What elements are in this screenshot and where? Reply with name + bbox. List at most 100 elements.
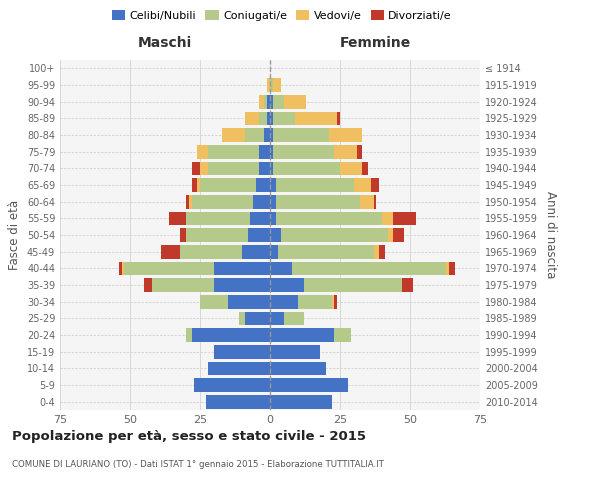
Bar: [337, 112, 340, 125]
Bar: [273, 112, 295, 125]
Bar: [214, 262, 270, 275]
Text: Popolazione per età, sesso e stato civile - 2015: Popolazione per età, sesso e stato civil…: [12, 430, 366, 443]
Bar: [371, 178, 379, 192]
Bar: [194, 378, 270, 392]
Bar: [275, 212, 382, 225]
Bar: [119, 262, 122, 275]
Bar: [124, 262, 214, 275]
Bar: [267, 95, 270, 108]
Bar: [191, 178, 197, 192]
Bar: [208, 145, 259, 158]
Bar: [214, 345, 270, 358]
Bar: [332, 295, 334, 308]
Bar: [270, 128, 273, 142]
Bar: [186, 195, 189, 208]
Bar: [270, 378, 349, 392]
Bar: [270, 162, 273, 175]
Bar: [270, 295, 298, 308]
Y-axis label: Fasce di età: Fasce di età: [8, 200, 21, 270]
Bar: [340, 162, 362, 175]
Bar: [270, 228, 281, 242]
Bar: [242, 245, 270, 258]
Bar: [270, 345, 320, 358]
Legend: Celibi/Nubili, Coniugati/e, Vedovi/e, Divorziati/e: Celibi/Nubili, Coniugati/e, Vedovi/e, Di…: [107, 6, 457, 25]
Bar: [334, 145, 357, 158]
Bar: [186, 228, 248, 242]
Bar: [265, 95, 267, 108]
Bar: [169, 212, 186, 225]
Bar: [208, 162, 259, 175]
Bar: [284, 312, 304, 325]
Bar: [270, 262, 292, 275]
Bar: [181, 228, 186, 242]
Bar: [250, 212, 270, 225]
Bar: [152, 278, 214, 292]
Bar: [329, 128, 362, 142]
Bar: [245, 312, 270, 325]
Bar: [267, 78, 270, 92]
Bar: [270, 245, 278, 258]
Bar: [270, 178, 275, 192]
Bar: [259, 95, 265, 108]
Text: Femmine: Femmine: [340, 36, 410, 50]
Y-axis label: Anni di nascita: Anni di nascita: [544, 192, 557, 278]
Bar: [278, 245, 374, 258]
Bar: [270, 212, 275, 225]
Bar: [275, 195, 359, 208]
Bar: [304, 278, 401, 292]
Bar: [256, 178, 270, 192]
Bar: [253, 195, 270, 208]
Bar: [270, 95, 273, 108]
Bar: [382, 212, 393, 225]
Bar: [273, 95, 284, 108]
Bar: [379, 245, 385, 258]
Bar: [270, 78, 273, 92]
Bar: [281, 228, 388, 242]
Bar: [374, 195, 376, 208]
Bar: [449, 262, 455, 275]
Bar: [228, 295, 270, 308]
Bar: [191, 162, 200, 175]
Bar: [298, 295, 332, 308]
Bar: [270, 362, 326, 375]
Bar: [245, 112, 259, 125]
Bar: [359, 195, 374, 208]
Text: COMUNE DI LAURIANO (TO) - Dati ISTAT 1° gennaio 2015 - Elaborazione TUTTITALIA.I: COMUNE DI LAURIANO (TO) - Dati ISTAT 1° …: [12, 460, 384, 469]
Bar: [197, 178, 200, 192]
Bar: [259, 162, 270, 175]
Bar: [270, 195, 275, 208]
Bar: [401, 278, 413, 292]
Bar: [248, 228, 270, 242]
Bar: [270, 328, 334, 342]
Bar: [197, 145, 208, 158]
Bar: [186, 212, 250, 225]
Bar: [270, 395, 332, 408]
Bar: [334, 295, 337, 308]
Bar: [189, 195, 191, 208]
Bar: [259, 112, 267, 125]
Bar: [200, 295, 228, 308]
Bar: [393, 228, 404, 242]
Bar: [245, 128, 265, 142]
Bar: [273, 162, 340, 175]
Bar: [144, 278, 152, 292]
Bar: [362, 162, 368, 175]
Bar: [388, 228, 393, 242]
Bar: [295, 112, 337, 125]
Bar: [265, 128, 270, 142]
Bar: [270, 312, 284, 325]
Bar: [214, 278, 270, 292]
Bar: [284, 95, 307, 108]
Bar: [200, 162, 208, 175]
Bar: [267, 112, 270, 125]
Bar: [273, 78, 281, 92]
Bar: [239, 312, 245, 325]
Bar: [270, 278, 304, 292]
Bar: [181, 245, 242, 258]
Bar: [275, 178, 354, 192]
Bar: [206, 395, 270, 408]
Bar: [186, 328, 191, 342]
Bar: [122, 262, 124, 275]
Bar: [191, 195, 253, 208]
Bar: [208, 362, 270, 375]
